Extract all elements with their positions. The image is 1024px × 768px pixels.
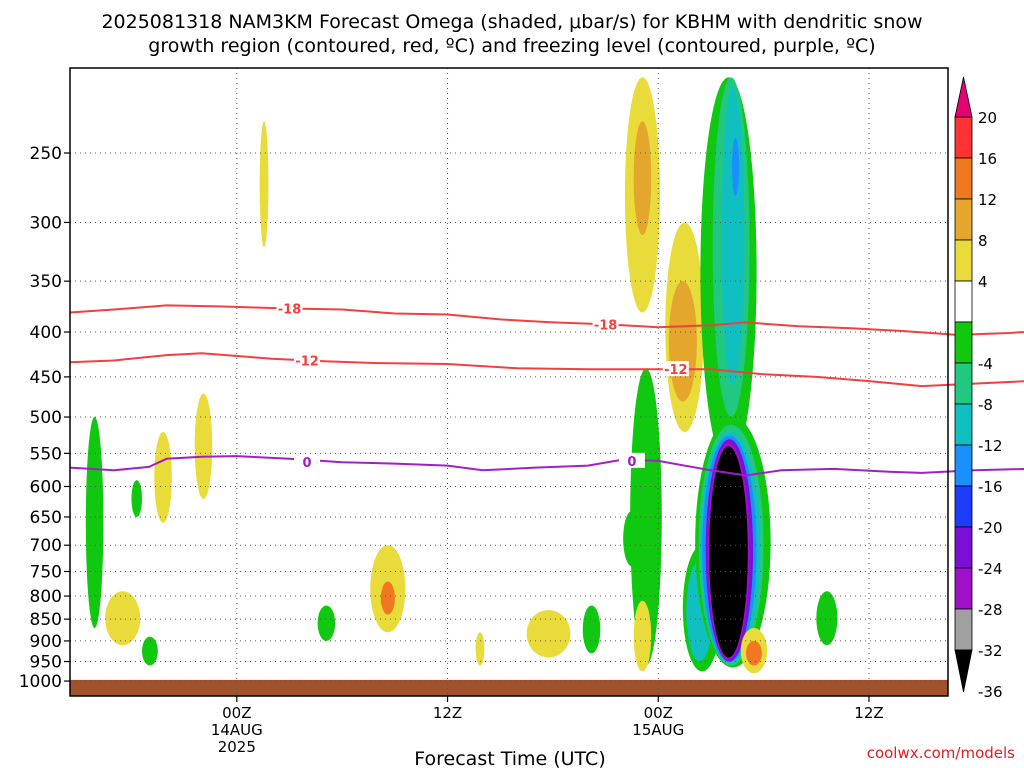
contour-line-0: [69, 304, 1024, 336]
contour-label-bg-2-1: [618, 452, 645, 468]
chart-title-line2: growth region (contoured, red, ºC) and f…: [148, 35, 875, 57]
omega-region-10: [475, 632, 485, 666]
colorbar-swatch-10: [954, 526, 973, 569]
x-axis-time: 00Z14AUG202512Z00Z15AUG12Z00Z16AUG: [211, 696, 884, 756]
contour-label-bg-1-1: [662, 361, 689, 377]
x-tick-label-30-0: 00Z: [644, 704, 673, 722]
x-tick-label-6-0: 00Z: [222, 704, 251, 722]
colorbar-label-13: -36: [978, 683, 1003, 701]
contour-label-bg-2-0: [294, 454, 321, 470]
y-tick-label-850: 850: [30, 610, 62, 630]
colorbar-swatch-6: [954, 362, 973, 405]
x-tick-label-6-1: 14AUG: [211, 721, 263, 739]
omega-region-2: [154, 431, 172, 523]
colorbar-label-8: -16: [978, 478, 1003, 496]
colorbar-label-3: 8: [978, 232, 988, 250]
x-tick-label-42-0: 12Z: [854, 704, 883, 722]
y-tick-label-350: 350: [30, 272, 62, 292]
x-tick-label-18-0: 12Z: [433, 704, 462, 722]
y-tick-label-250: 250: [30, 144, 62, 164]
y-tick-label-750: 750: [30, 562, 62, 582]
contour-label-bg-0-0: [276, 300, 303, 316]
x-tick-label-6-2: 2025: [218, 738, 256, 756]
colorbar-label-5: -4: [978, 355, 993, 373]
y-tick-label-550: 550: [30, 444, 62, 464]
y-tick-label-400: 400: [30, 323, 62, 343]
omega-shaded-regions: [85, 77, 838, 674]
colorbar-label-10: -24: [978, 560, 1003, 578]
contour-label-bg-1-0: [294, 352, 321, 368]
colorbar: 20 16 12 8 4 -4 -8 -12 -16 -20 -24 -28 -32 -36: [954, 76, 1003, 701]
colorbar-label-6: -8: [978, 396, 993, 414]
omega-region-32: [709, 446, 748, 658]
colorbar-swatch-5: [954, 321, 973, 364]
omega-region-19: [668, 281, 697, 402]
y-tick-label-600: 600: [30, 477, 62, 497]
colorbar-bottom-arrow: [954, 649, 973, 693]
colorbar-top-arrow: [954, 76, 973, 118]
omega-region-4: [131, 480, 142, 517]
colorbar-label-11: -28: [978, 601, 1003, 619]
omega-region-6: [141, 636, 158, 666]
colorbar-swatch-11: [954, 567, 973, 610]
y-tick-label-450: 450: [30, 368, 62, 388]
y-tick-label-800: 800: [30, 587, 62, 607]
contour-label-1-0: -12: [295, 354, 319, 369]
y-tick-label-900: 900: [30, 632, 62, 652]
omega-region-12: [582, 605, 601, 654]
contour-label-bg-0-1: [592, 316, 619, 332]
colorbar-label-7: -12: [978, 437, 1003, 455]
colorbar-swatch-1: [954, 157, 973, 200]
colorbar-swatch-0: [954, 116, 973, 159]
y-tick-label-300: 300: [30, 213, 62, 233]
terrain-ground: [70, 679, 948, 696]
colorbar-swatch-2: [954, 198, 973, 241]
contour-label-1-1: -12: [664, 363, 688, 378]
omega-region-34: [746, 640, 762, 666]
y-axis-pressure: 2503003504004505005506006507007508008509…: [19, 144, 70, 692]
omega-region-35: [816, 591, 838, 646]
contour-line-2: [69, 455, 1024, 477]
colorbar-swatch-4: [954, 280, 973, 323]
omega-region-7: [317, 605, 336, 641]
chart-title-line1: 2025081318 NAM3KM Forecast Omega (shaded…: [101, 11, 922, 33]
y-tick-label-650: 650: [30, 508, 62, 528]
contour-label-2-0: 0: [303, 456, 312, 471]
colorbar-swatch-9: [954, 485, 973, 528]
colorbar-label-12: -32: [978, 642, 1003, 660]
colorbar-label-2: 12: [978, 191, 997, 209]
credit-text: coolwx.com/models: [867, 744, 1015, 762]
x-tick-label-30-1: 15AUG: [632, 721, 684, 739]
colorbar-swatch-12: [954, 608, 973, 651]
omega-region-9: [380, 581, 395, 615]
contour-label-0-1: -18: [594, 318, 618, 333]
y-tick-label-950: 950: [30, 653, 62, 673]
colorbar-label-0: 20: [978, 109, 997, 127]
omega-region-11: [526, 610, 571, 658]
omega-region-17: [633, 600, 652, 672]
y-tick-label-1000: 1000: [19, 672, 62, 692]
omega-region-5: [105, 591, 141, 646]
colorbar-swatch-7: [954, 403, 973, 446]
y-tick-label-700: 700: [30, 536, 62, 556]
omega-region-25: [732, 137, 740, 197]
plot-frame: [69, 67, 949, 697]
colorbar-swatch-3: [954, 239, 973, 282]
contour-label-2-1: 0: [627, 455, 636, 470]
omega-region-16: [633, 121, 652, 235]
colorbar-label-4: 4: [978, 273, 988, 291]
colorbar-label-9: -20: [978, 519, 1003, 537]
omega-region-0: [259, 121, 269, 248]
omega-region-24: [721, 86, 745, 386]
omega-region-3: [194, 393, 213, 499]
colorbar-swatch-8: [954, 444, 973, 487]
y-tick-label-500: 500: [30, 408, 62, 428]
contour-line-1: [69, 352, 1024, 388]
x-axis-label: Forecast Time (UTC): [414, 748, 605, 768]
contour-label-0-0: -18: [278, 302, 302, 317]
colorbar-label-1: 16: [978, 150, 997, 168]
temperature-contours: -18-18-18-12-12-12000: [69, 300, 1024, 477]
